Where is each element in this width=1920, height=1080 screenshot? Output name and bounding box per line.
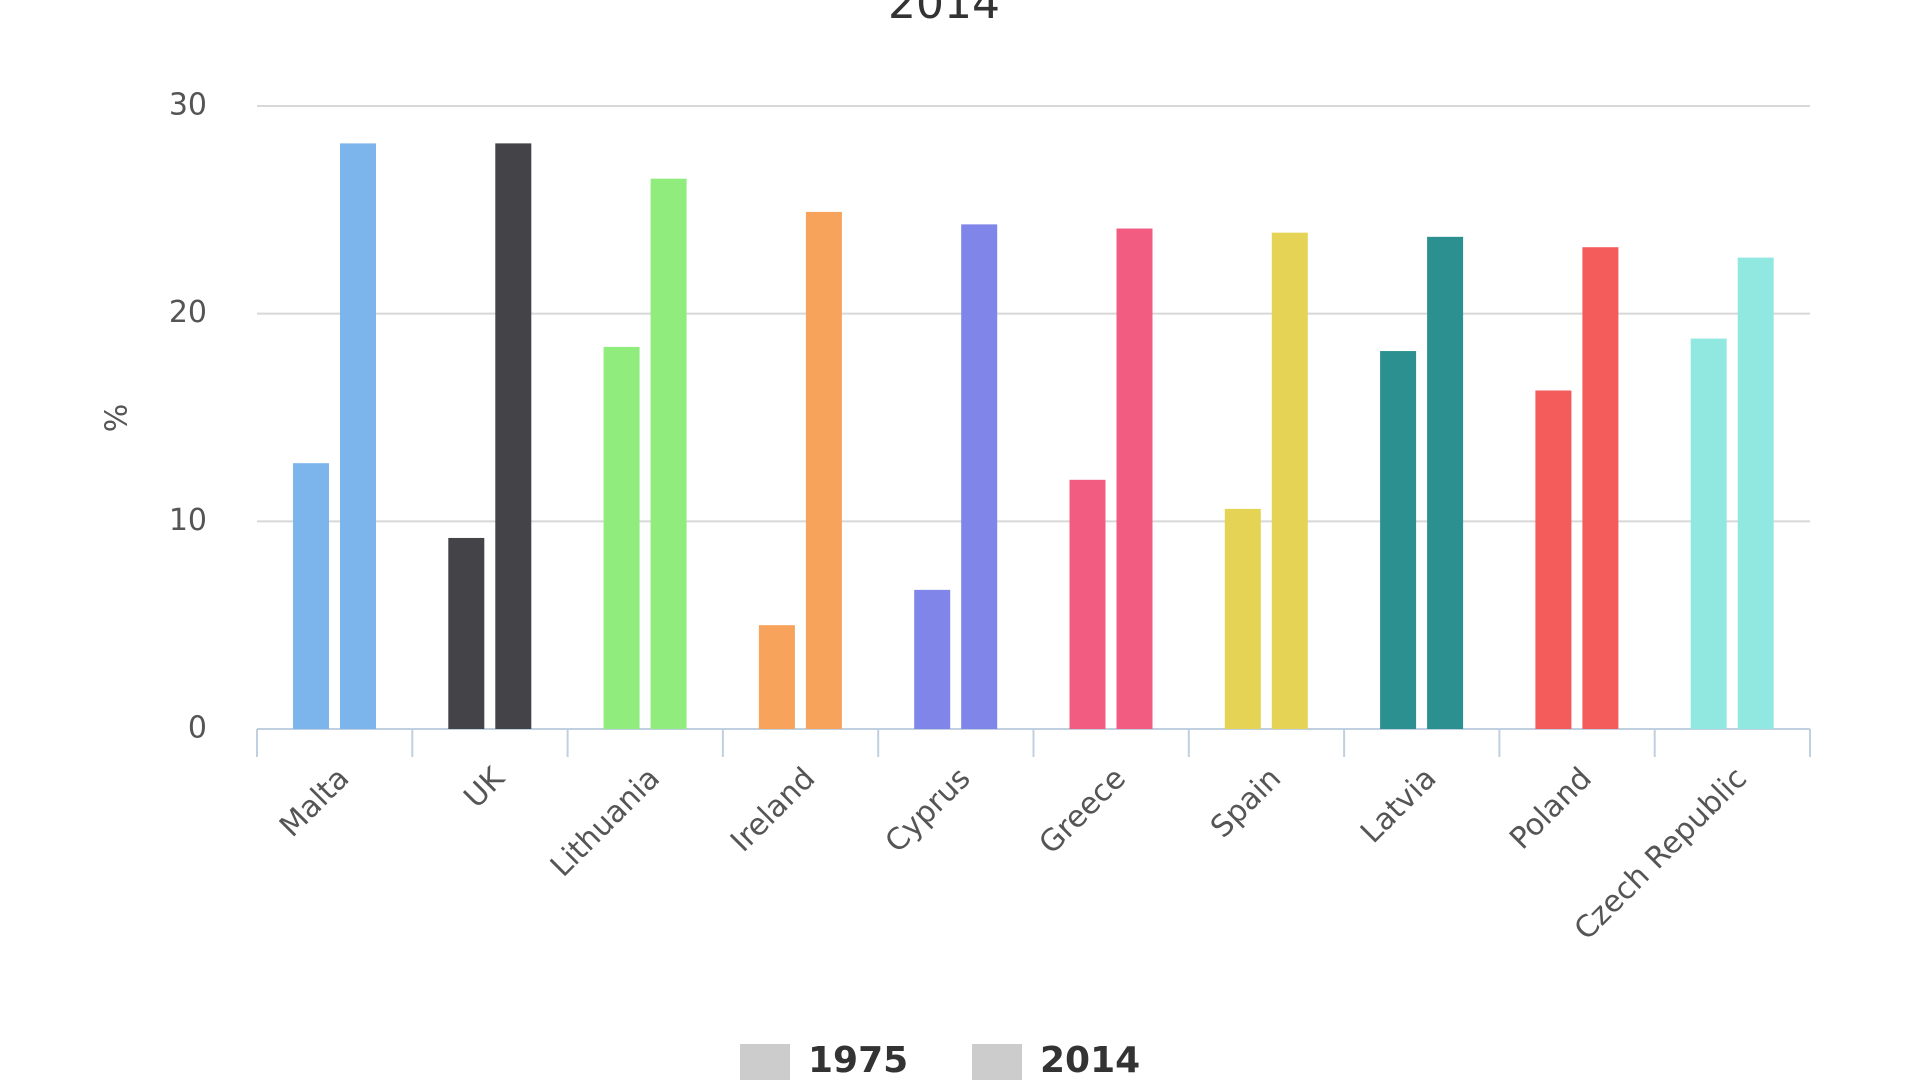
- y-axis-label: %: [100, 404, 135, 433]
- bar: [1737, 257, 1774, 729]
- y-tick-label: 20: [169, 295, 207, 330]
- x-tick-label: Poland: [1503, 761, 1599, 857]
- x-tick-label: Cyprus: [879, 761, 978, 860]
- x-tick-label: Spain: [1204, 761, 1288, 845]
- x-tick-label: Greece: [1033, 761, 1133, 861]
- y-tick-label: 0: [188, 711, 207, 746]
- bar: [448, 537, 485, 729]
- legend-swatch: [740, 1044, 790, 1080]
- bar: [1224, 508, 1261, 729]
- bar: [914, 589, 951, 729]
- legend-swatch: [972, 1044, 1022, 1080]
- bar: [1427, 236, 1464, 729]
- bar: [1271, 232, 1308, 729]
- bar: [805, 211, 842, 729]
- x-tick-label: Malta: [273, 761, 356, 844]
- x-tick-label: Ireland: [724, 761, 822, 859]
- y-tick-label: 30: [169, 88, 207, 123]
- legend-item: 2014: [972, 1040, 1140, 1080]
- x-tick-label: Latvia: [1354, 761, 1443, 850]
- legend-label: 2014: [1040, 1040, 1140, 1080]
- legend-label: 1975: [808, 1040, 908, 1080]
- y-tick-label: 10: [169, 503, 207, 538]
- bar: [1535, 390, 1572, 729]
- legend-item: 1975: [740, 1040, 908, 1080]
- x-tick-label: Czech Republic: [1568, 761, 1754, 947]
- bar: [1582, 247, 1619, 730]
- bar: [650, 178, 687, 729]
- bar: [1116, 228, 1153, 730]
- chart-title: 2014: [888, 0, 1000, 29]
- bar: [961, 224, 998, 729]
- bar: [1690, 338, 1727, 729]
- bar: [758, 625, 795, 729]
- x-tick-label: Lithuania: [544, 761, 667, 884]
- x-tick-label: UK: [457, 760, 512, 815]
- bar: [293, 463, 329, 729]
- bar: [340, 143, 376, 729]
- bar: [1069, 479, 1106, 729]
- bar: [603, 346, 640, 729]
- bar: [1380, 351, 1417, 729]
- bar: [495, 143, 532, 729]
